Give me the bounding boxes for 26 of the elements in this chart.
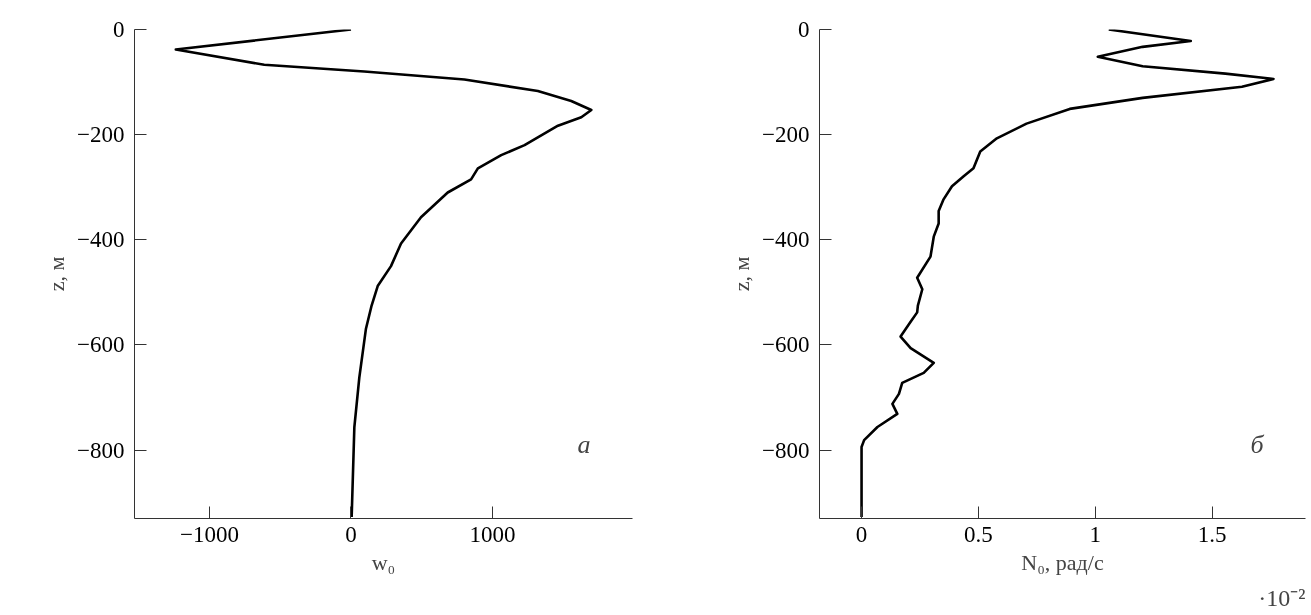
y-tick-label: −200 — [762, 122, 810, 148]
y-tick-label: 0 — [113, 17, 125, 42]
y-tick-label: −600 — [762, 332, 810, 358]
y-tick-label: −400 — [77, 227, 125, 253]
x-tick-label: 0.5 — [964, 521, 993, 547]
y-tick-label: −400 — [762, 227, 810, 253]
x-tick-label: 1000 — [469, 521, 516, 547]
x-tick-label: −1000 — [180, 521, 239, 547]
y-tick-label: −800 — [77, 437, 125, 463]
y-tick-label: −600 — [77, 332, 125, 358]
x-axis-title: w₀ — [371, 549, 396, 575]
annotation: б — [1250, 429, 1265, 459]
line-series — [860, 29, 1275, 519]
line-series — [174, 29, 593, 519]
y-tick-label: 0 — [798, 17, 810, 42]
y-tick-label: −200 — [77, 122, 125, 148]
y-tick-label: −800 — [762, 437, 810, 463]
y-axis-title: z, м — [729, 256, 755, 292]
y-axis-title: z, м — [44, 256, 70, 292]
x-tick-label: 1.5 — [1197, 521, 1227, 547]
annotation: a — [577, 429, 591, 459]
text: ·10⁻² — [1258, 584, 1306, 611]
x-tick-label: 0 — [855, 521, 868, 547]
x-axis-title: N₀, рад/с — [1021, 549, 1104, 575]
x-tick-label: 1 — [1089, 521, 1101, 547]
x-tick-label: 0 — [345, 521, 357, 547]
